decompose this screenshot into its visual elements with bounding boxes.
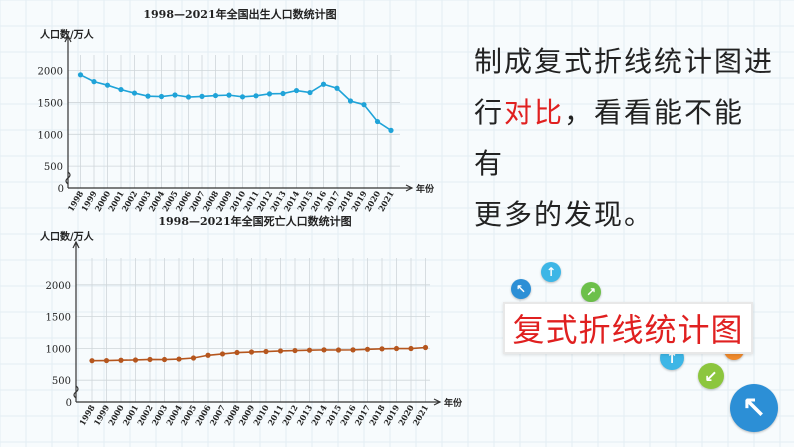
y-tick-label: 500 xyxy=(52,376,71,387)
y-tick-label: 500 xyxy=(44,162,63,173)
data-point xyxy=(361,102,367,108)
data-point xyxy=(347,98,354,104)
data-point xyxy=(172,92,178,98)
data-point xyxy=(205,352,211,358)
data-point xyxy=(292,347,298,354)
data-point xyxy=(307,89,313,96)
x-axis-label: 年份 xyxy=(444,397,463,409)
data-point xyxy=(118,357,124,363)
data-point xyxy=(104,82,111,88)
data-point xyxy=(379,346,385,352)
axis-break xyxy=(65,171,71,185)
data-point xyxy=(132,357,139,363)
y-tick-label: 1000 xyxy=(38,130,63,141)
instruction-highlight: 对比 xyxy=(504,96,565,129)
instruction-line-3: 更多的发现。 xyxy=(474,198,655,231)
data-point xyxy=(253,93,259,99)
data-point xyxy=(334,85,340,91)
y-tick-label: 1500 xyxy=(46,313,71,324)
instruction-line-2-end: ，看看能不能有 xyxy=(474,96,745,180)
data-point xyxy=(199,93,205,99)
data-point xyxy=(374,118,381,125)
data-point xyxy=(388,127,394,133)
data-point xyxy=(266,91,273,97)
y-tick-label: 2000 xyxy=(38,67,63,78)
data-point xyxy=(263,348,269,355)
data-point xyxy=(158,93,165,100)
data-point xyxy=(277,348,284,354)
axis-break xyxy=(73,385,79,399)
data-point xyxy=(190,355,197,361)
x-axis-arrow xyxy=(405,184,414,192)
data-point xyxy=(219,351,226,357)
data-point xyxy=(293,87,300,94)
y-axis-arrow xyxy=(72,240,80,249)
banner-text: 复式折线统计图 xyxy=(512,311,744,349)
data-point xyxy=(131,90,138,96)
chart-title: 1998—2021年全国死亡人口数统计图 xyxy=(158,214,351,228)
arrow-down-left-icon: ↙ xyxy=(698,363,724,389)
arrow-up-icon: ↑ xyxy=(541,262,561,282)
y-axis-label: 人口数/万人 xyxy=(40,230,95,243)
arrow-up-left-icon: ↖ xyxy=(511,279,531,299)
data-point xyxy=(103,357,110,364)
series-line xyxy=(91,346,426,362)
data-point xyxy=(321,347,327,353)
arrow-up-left-icon: ↖ xyxy=(730,384,778,432)
data-point xyxy=(248,349,255,355)
data-point xyxy=(118,86,124,93)
data-point xyxy=(145,93,151,99)
y-tick-label: 0 xyxy=(66,398,72,409)
data-point xyxy=(335,347,342,353)
data-point xyxy=(393,345,400,352)
x-axis-label: 年份 xyxy=(416,183,435,195)
data-point xyxy=(239,94,246,100)
data-point xyxy=(364,346,371,352)
data-point xyxy=(226,92,232,98)
data-point xyxy=(212,92,219,99)
data-point xyxy=(147,356,153,363)
arrow-up-right-icon: ↗ xyxy=(581,282,601,302)
data-point xyxy=(306,347,313,353)
instruction-line-2-start: 行 xyxy=(474,96,505,129)
title-banner: 复式折线统计图 xyxy=(503,302,753,354)
instruction-text: 制成复式折线统计图进 行对比，看看能不能有 更多的发现。 xyxy=(474,36,774,240)
instruction-line-1: 制成复式折线统计图进 xyxy=(474,45,775,78)
data-point xyxy=(280,90,286,97)
data-point xyxy=(185,94,192,100)
y-axis-arrow xyxy=(64,34,72,43)
y-tick-label: 1000 xyxy=(46,344,71,355)
data-point xyxy=(77,72,84,78)
x-axis-arrow xyxy=(433,398,442,406)
data-point xyxy=(176,356,182,362)
y-tick-label: 0 xyxy=(58,184,64,195)
data-point xyxy=(89,358,95,364)
instruction-line-2: 行对比，看看能不能有 xyxy=(474,87,774,189)
chart-title: 1998—2021年全国出生人口数统计图 xyxy=(143,7,336,21)
y-axis-label: 人口数/万人 xyxy=(40,28,95,41)
data-point xyxy=(234,349,240,356)
data-point xyxy=(91,79,97,85)
y-tick-label: 2000 xyxy=(46,281,71,292)
data-point xyxy=(408,345,414,352)
data-point xyxy=(350,347,356,353)
data-point xyxy=(161,356,168,363)
data-point xyxy=(422,344,429,351)
x-tick-label: 2021 xyxy=(410,403,430,427)
data-point xyxy=(320,81,327,87)
y-tick-label: 1500 xyxy=(38,98,63,109)
